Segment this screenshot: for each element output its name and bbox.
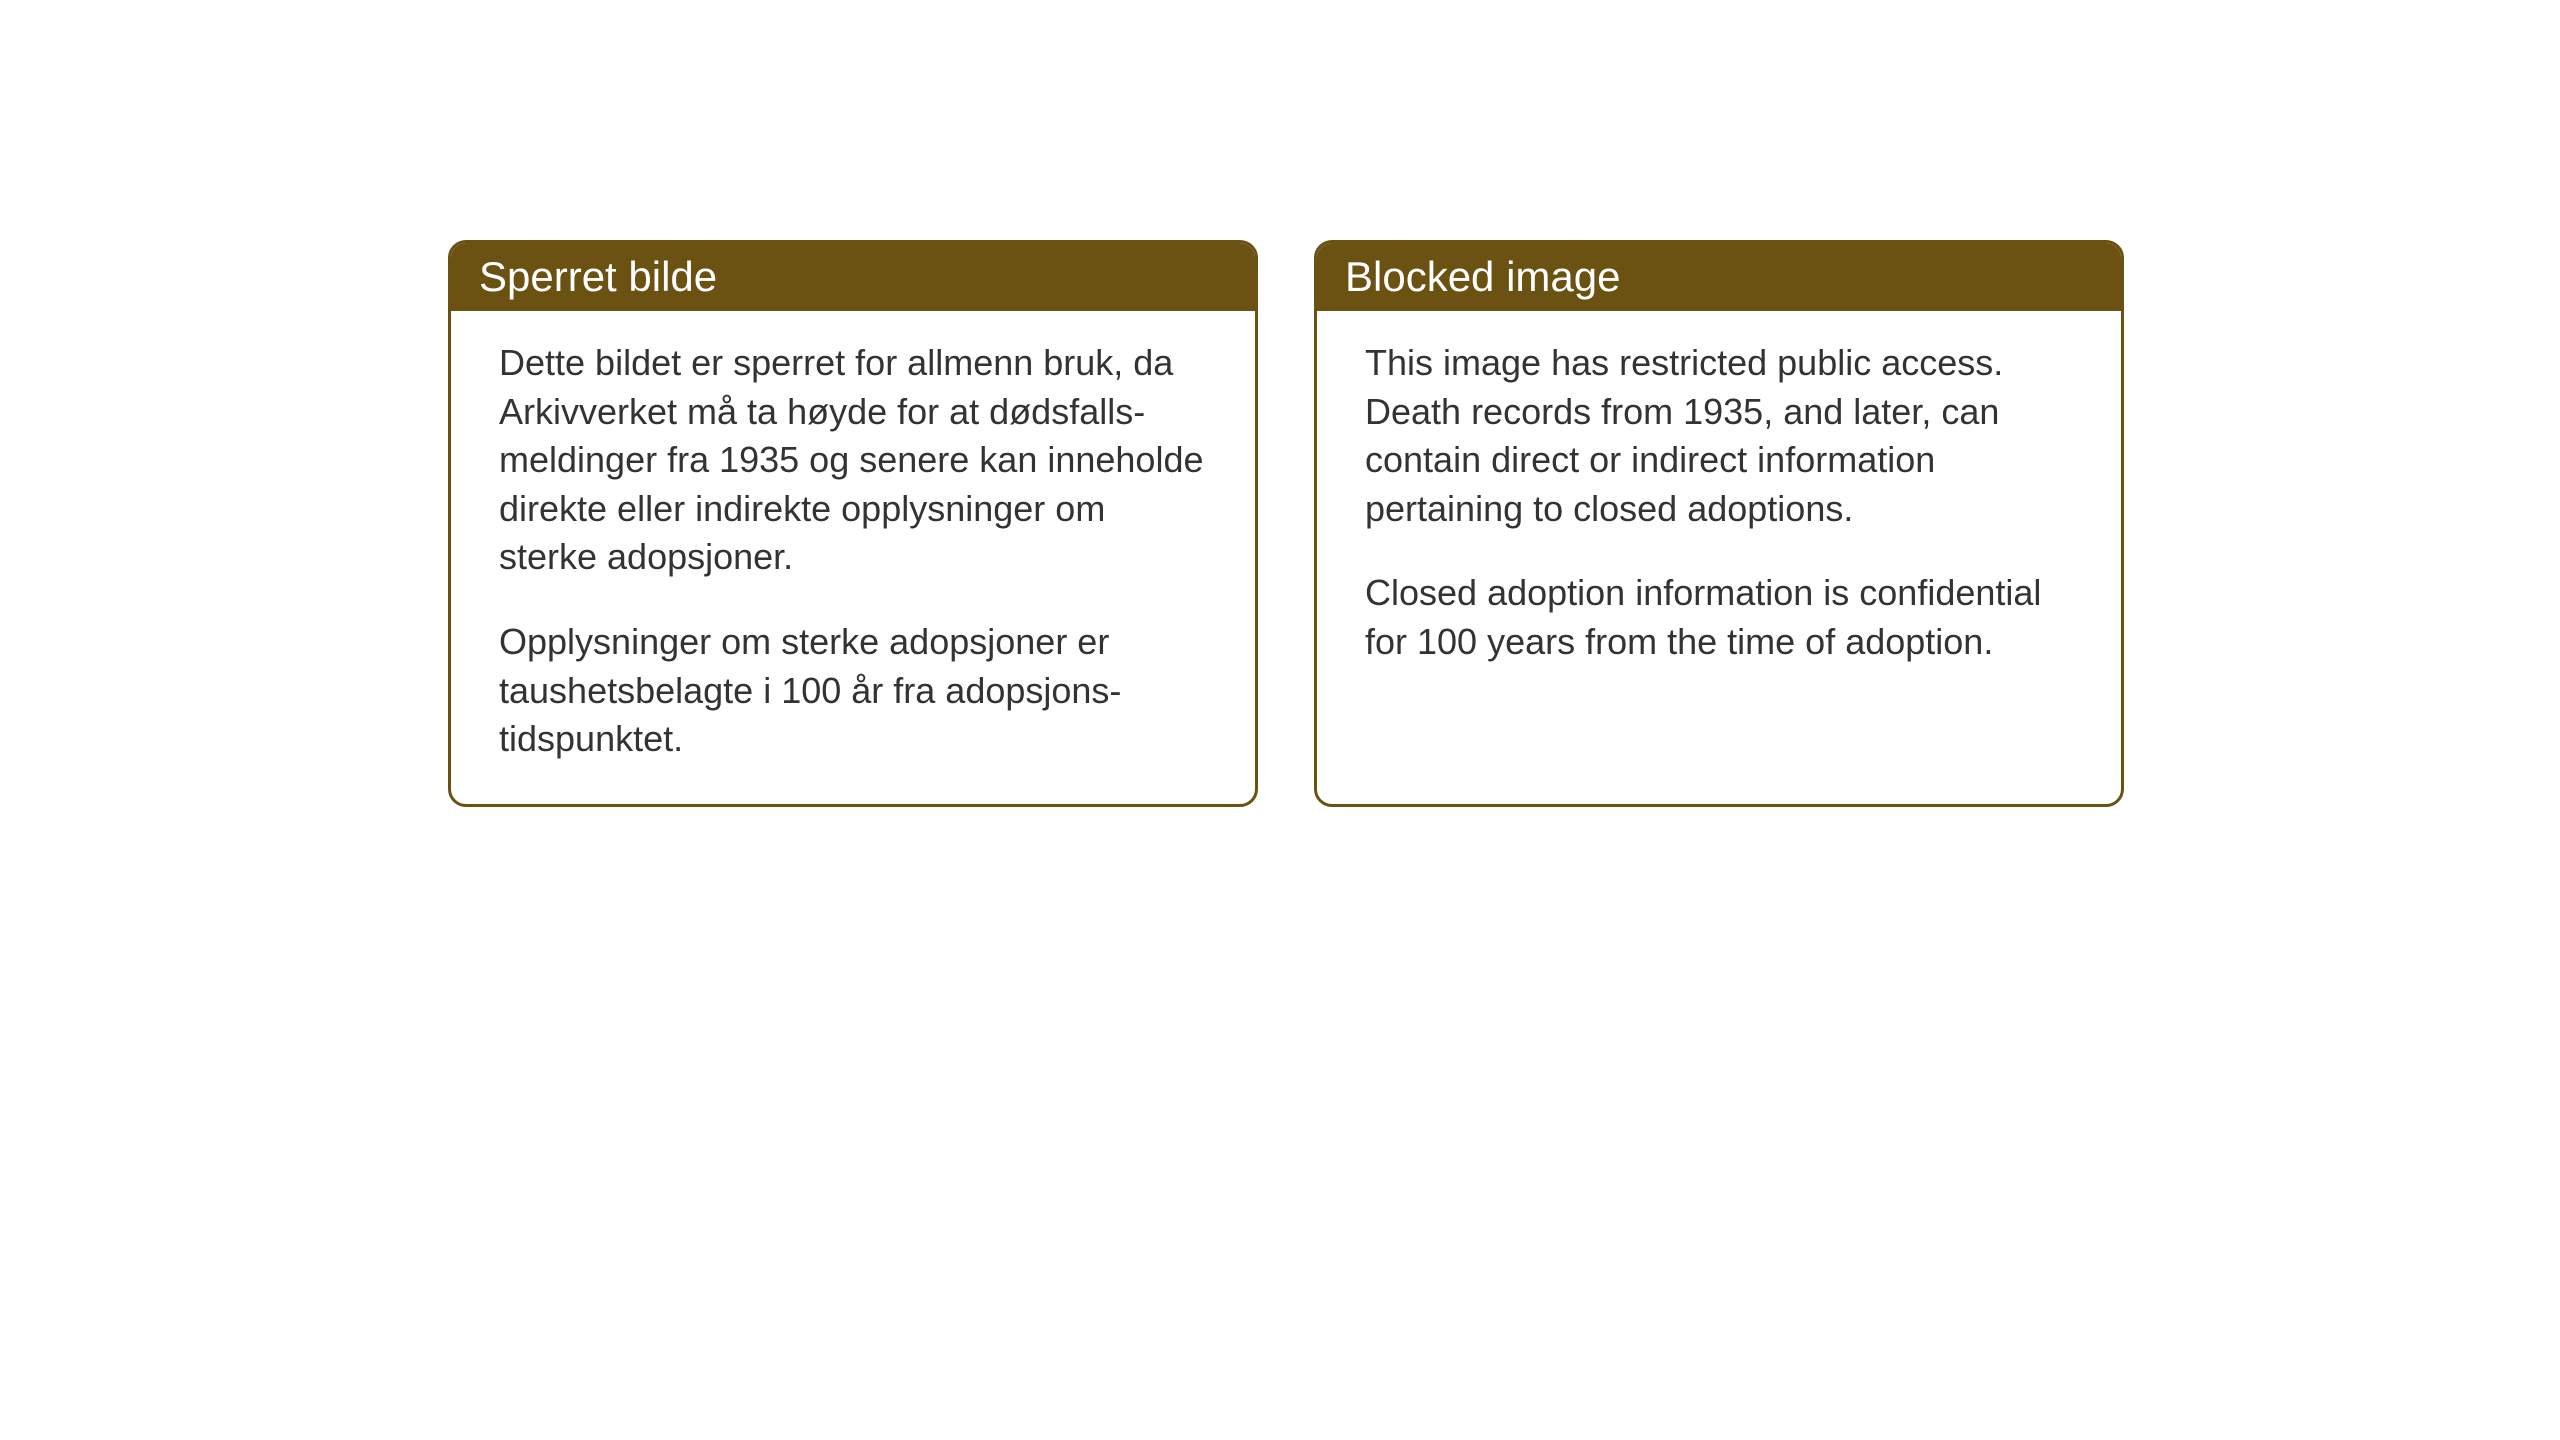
card-header-english: Blocked image	[1317, 243, 2121, 311]
card-paragraph-english-2: Closed adoption information is confident…	[1365, 569, 2073, 666]
card-body-norwegian: Dette bildet er sperret for allmenn bruk…	[451, 311, 1255, 804]
card-title-norwegian: Sperret bilde	[479, 253, 717, 300]
card-paragraph-norwegian-2: Opplysninger om sterke adopsjoner er tau…	[499, 618, 1207, 764]
notice-card-norwegian: Sperret bilde Dette bildet er sperret fo…	[448, 240, 1258, 807]
card-header-norwegian: Sperret bilde	[451, 243, 1255, 311]
card-paragraph-english-1: This image has restricted public access.…	[1365, 339, 2073, 533]
card-body-english: This image has restricted public access.…	[1317, 311, 2121, 707]
notice-card-english: Blocked image This image has restricted …	[1314, 240, 2124, 807]
card-paragraph-norwegian-1: Dette bildet er sperret for allmenn bruk…	[499, 339, 1207, 582]
notice-cards-container: Sperret bilde Dette bildet er sperret fo…	[448, 240, 2124, 807]
card-title-english: Blocked image	[1345, 253, 1620, 300]
